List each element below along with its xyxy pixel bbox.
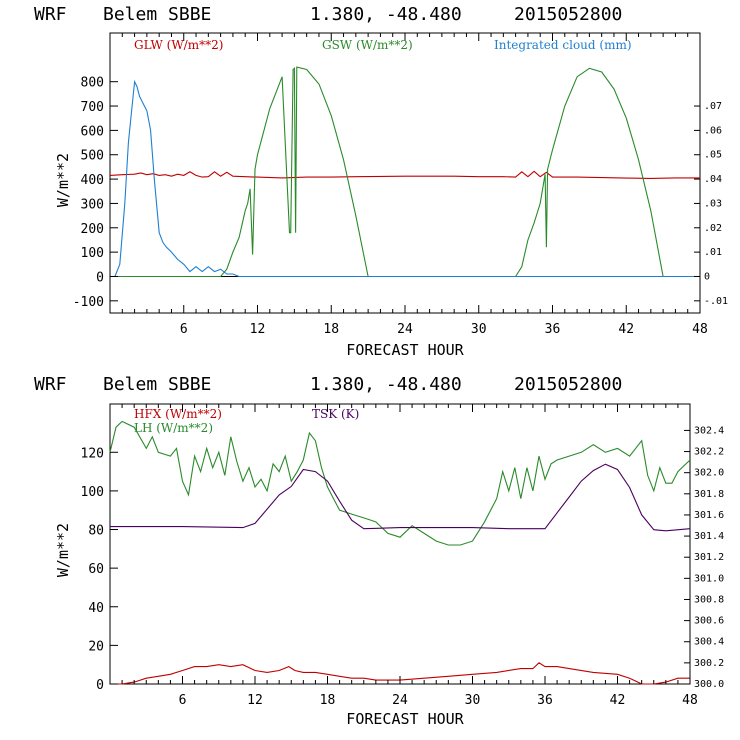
chart2-legend-lh: LH (W/m**2) <box>134 421 213 435</box>
c1-y2tick-label: -.01 <box>704 296 728 307</box>
c2-xtick-label: 12 <box>247 693 263 708</box>
chart1-x-axis-label: FORECAST HOUR <box>346 341 464 359</box>
c1-ytick-label: 200 <box>81 222 104 237</box>
c2-series-2-line <box>110 463 691 532</box>
c1-y2tick-label: .04 <box>704 174 722 185</box>
c1-ytick-label: -100 <box>73 295 104 310</box>
c1-xtick-label: 36 <box>545 322 561 337</box>
c1-ytick-label: 100 <box>81 246 104 261</box>
chart1-legend-gsw: GSW (W/m**2) <box>322 38 413 52</box>
c2-y2tick-label: 300.4 <box>694 637 724 648</box>
chart2-header-run: 2015052800 <box>514 374 622 395</box>
chart1-header-coords: 1.380, -48.480 <box>310 4 462 25</box>
c2-xtick-label: 36 <box>537 693 553 708</box>
chart1-header-model: WRF <box>34 4 67 25</box>
c2-xtick-label: 6 <box>179 693 187 708</box>
c2-y2tick-label: 301.6 <box>694 510 724 521</box>
c1-y2tick-label: .06 <box>704 125 722 136</box>
c2-y2tick-label: 300.8 <box>694 594 724 605</box>
c1-series-2-line <box>110 79 700 278</box>
c1-xtick-label: 30 <box>471 322 487 337</box>
c1-y2tick-label: 0 <box>704 271 710 282</box>
c1-xtick-label: 24 <box>397 322 413 337</box>
c2-xtick-label: 48 <box>682 693 698 708</box>
c2-y2tick-label: 302.4 <box>694 425 724 436</box>
c1-ytick-label: 500 <box>81 149 104 164</box>
c2-series-0-line <box>110 662 690 685</box>
chart1-header-station: Belem SBBE <box>103 4 211 25</box>
c2-ytick-label: 40 <box>88 601 104 616</box>
radiation-chart: WRF Belem SBBE 1.380, -48.480 2015052800… <box>34 4 728 359</box>
c2-y2tick-label: 301.2 <box>694 552 724 563</box>
c2-y2tick-label: 302.0 <box>694 468 724 479</box>
c1-ytick-label: 800 <box>81 76 104 91</box>
chart1-plot-frame <box>109 32 701 314</box>
c2-xtick-label: 24 <box>392 693 408 708</box>
c1-ytick-label: 600 <box>81 124 104 139</box>
chart2-header-model: WRF <box>34 374 67 395</box>
chart2-header-station: Belem SBBE <box>103 374 211 395</box>
c1-xtick-label: 12 <box>250 322 266 337</box>
c1-series-0-line <box>109 170 700 179</box>
chart2-y-axis-label: W/m**2 <box>54 523 72 577</box>
chart2-x-axis-label: FORECAST HOUR <box>346 710 464 728</box>
c1-y2tick-label: .01 <box>704 247 722 258</box>
c1-y2tick-label: .05 <box>704 150 722 161</box>
c1-y2tick-label: .03 <box>704 198 722 209</box>
c1-y2tick-label: .07 <box>704 101 722 112</box>
c1-ytick-label: 400 <box>81 173 104 188</box>
chart2-header-coords: 1.380, -48.480 <box>310 374 462 395</box>
chart2-legend-hfx: HFX (W/m**2) <box>134 407 222 421</box>
c2-y2tick-label: 301.4 <box>694 531 724 542</box>
c1-series-1-line <box>110 66 700 278</box>
chart1-legend-cloud: Integrated cloud (mm) <box>494 38 632 52</box>
c1-xtick-label: 6 <box>180 322 188 337</box>
c1-ytick-label: 700 <box>81 100 104 115</box>
c2-y2tick-label: 302.2 <box>694 447 724 458</box>
c2-ytick-label: 0 <box>96 678 104 693</box>
chart2-legend-tsk: TSK (K) <box>312 407 359 421</box>
chart1-legend-glw: GLW (W/m**2) <box>134 38 223 52</box>
c1-y2tick-label: .02 <box>704 223 722 234</box>
c1-ytick-label: 300 <box>81 197 104 212</box>
c2-y2tick-label: 300.0 <box>694 679 724 690</box>
chart1-y-axis-label: W/m**2 <box>54 153 72 207</box>
chart1-header-run: 2015052800 <box>514 4 622 25</box>
c1-ytick-label: 0 <box>96 270 104 285</box>
c2-ytick-label: 80 <box>88 524 104 539</box>
c2-ytick-label: 20 <box>88 639 104 654</box>
c2-series-1-line <box>109 420 691 546</box>
c1-xtick-label: 18 <box>323 322 339 337</box>
c2-y2tick-label: 301.8 <box>694 489 724 500</box>
flux-chart: WRF Belem SBBE 1.380, -48.480 2015052800… <box>34 374 724 728</box>
c1-xtick-label: 42 <box>618 322 634 337</box>
c2-ytick-label: 100 <box>81 485 104 500</box>
c1-xtick-label: 48 <box>692 322 708 337</box>
c2-y2tick-label: 301.0 <box>694 573 724 584</box>
c2-ytick-label: 60 <box>88 562 104 577</box>
c2-xtick-label: 18 <box>320 693 336 708</box>
c2-y2tick-label: 300.6 <box>694 616 724 627</box>
c2-ytick-label: 120 <box>81 446 104 461</box>
chart2-plot-frame <box>109 403 691 685</box>
c2-xtick-label: 30 <box>465 693 481 708</box>
c2-y2tick-label: 300.2 <box>694 658 724 669</box>
c2-xtick-label: 42 <box>610 693 626 708</box>
